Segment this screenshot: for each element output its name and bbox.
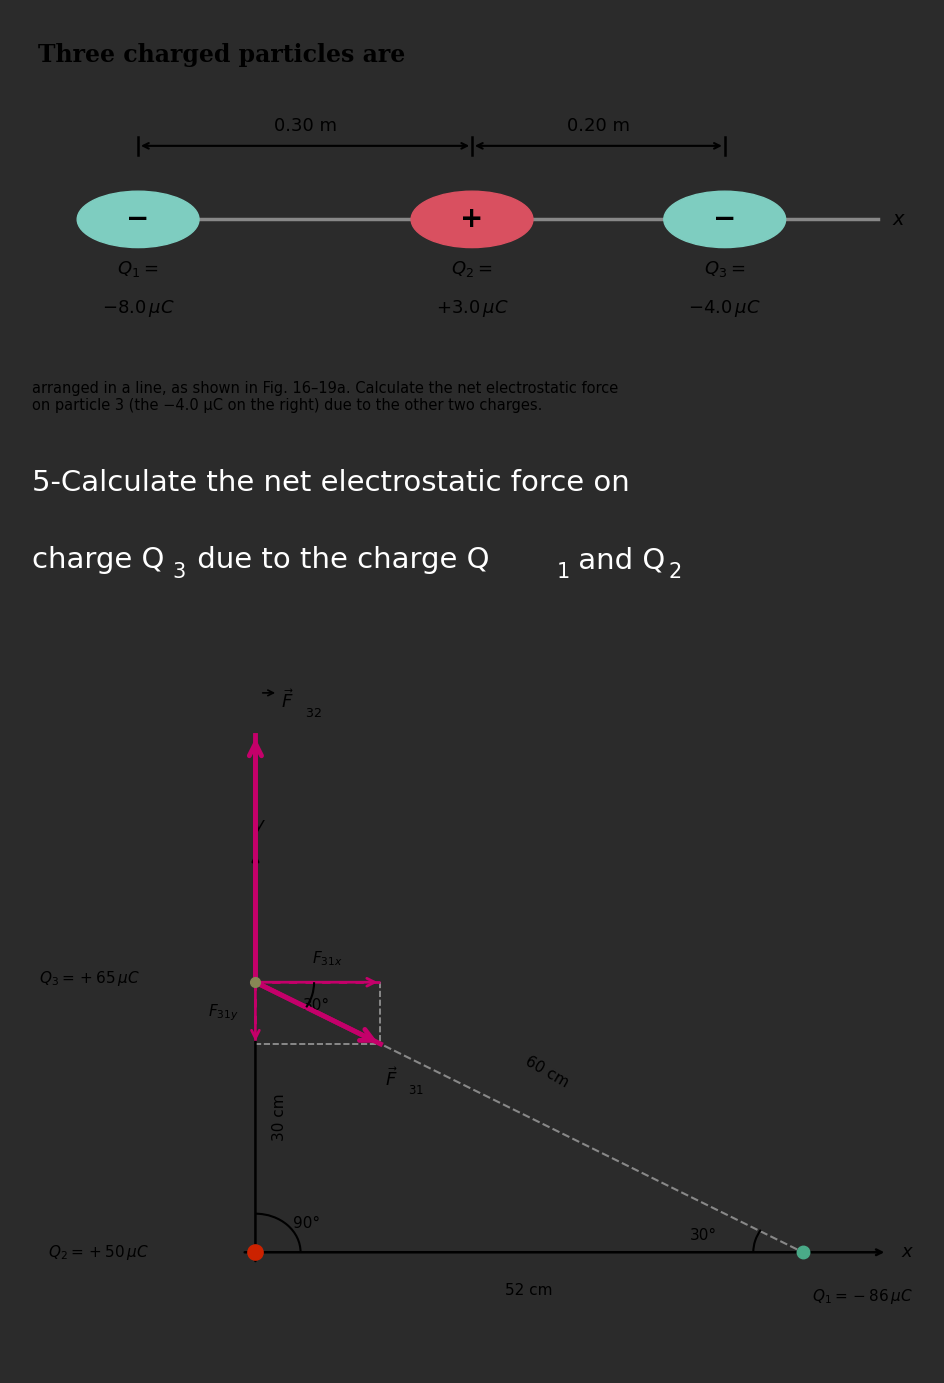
Text: 90°: 90° [293,1216,320,1231]
Text: 0.20 m: 0.20 m [566,118,630,136]
Text: 3: 3 [172,561,185,582]
Text: $Q_3 = +65\,\mu C$: $Q_3 = +65\,\mu C$ [39,969,140,987]
Text: $\vec{F}$: $\vec{F}$ [280,689,293,712]
Text: −: − [126,206,149,234]
Text: 1: 1 [556,561,569,582]
Text: 52 cm: 52 cm [505,1283,552,1299]
Text: $_{31}$: $_{31}$ [407,1079,423,1097]
Text: $-4.0\,\mu C$: $-4.0\,\mu C$ [687,297,760,319]
Text: Three charged particles are: Three charged particles are [38,43,404,68]
Text: $Q_2 = +50\,\mu C$: $Q_2 = +50\,\mu C$ [48,1243,148,1261]
Text: 0.30 m: 0.30 m [273,118,336,136]
Text: 30°: 30° [302,997,329,1012]
Text: 2: 2 [668,561,682,582]
Ellipse shape [77,191,199,248]
Text: $Q_3 =$: $Q_3 =$ [703,259,745,278]
Text: 5-Calculate the net electrostatic force on: 5-Calculate the net electrostatic force … [31,469,629,496]
Text: $F_{31x}$: $F_{31x}$ [312,950,342,968]
Text: $Q_1 =$: $Q_1 =$ [117,259,159,278]
Text: and Q: and Q [569,546,665,574]
Text: charge Q: charge Q [31,546,164,574]
Text: $y$: $y$ [253,817,266,835]
Text: $-8.0\,\mu C$: $-8.0\,\mu C$ [102,297,175,319]
Text: $x$: $x$ [900,1243,913,1261]
Ellipse shape [663,191,784,248]
Text: +: + [460,206,483,234]
Text: $F_{31y}$: $F_{31y}$ [209,1003,239,1023]
Text: $_{32}$: $_{32}$ [305,703,322,721]
Text: $Q_2 =$: $Q_2 =$ [451,259,492,278]
Text: 30 cm: 30 cm [271,1094,286,1141]
Text: −: − [713,206,735,234]
Text: due to the charge Q: due to the charge Q [188,546,489,574]
Text: $+3.0\,\mu C$: $+3.0\,\mu C$ [435,297,508,319]
Text: $Q_1 = -86\,\mu C$: $Q_1 = -86\,\mu C$ [811,1288,912,1306]
Text: $x$: $x$ [891,210,905,230]
Text: $\vec{F}$: $\vec{F}$ [384,1068,397,1090]
Ellipse shape [411,191,532,248]
Text: 30°: 30° [689,1228,716,1243]
Text: 60 cm: 60 cm [522,1054,571,1090]
Text: arranged in a line, as shown in Fig. 16–19a. Calculate the net electrostatic for: arranged in a line, as shown in Fig. 16–… [31,380,617,414]
